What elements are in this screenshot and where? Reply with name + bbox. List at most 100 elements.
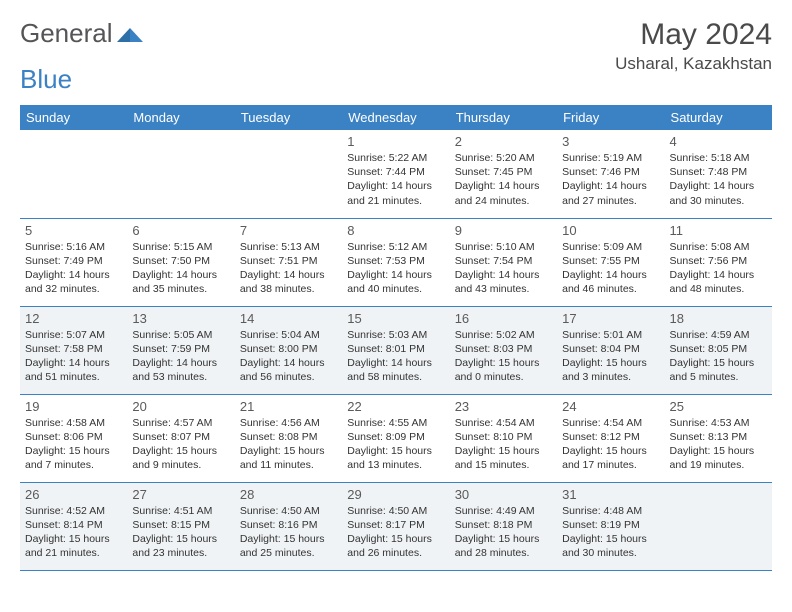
- calendar-cell: 16Sunrise: 5:02 AMSunset: 8:03 PMDayligh…: [450, 306, 557, 394]
- calendar-cell: 29 Sunrise: 4:50 AMSunset: 8:17 PMDayligh…: [342, 482, 449, 570]
- day-number: 9: [455, 223, 552, 238]
- day-number: 7: [240, 223, 337, 238]
- calendar-cell: 7 Sunrise: 5:13 AMSunset: 7:51 PMDaylight…: [235, 218, 342, 306]
- logo-mark-icon: [117, 24, 143, 44]
- sun-info: Sunrise: 5:20 AMSunset: 7:45 PMDaylight:…: [455, 151, 552, 208]
- sun-info: Sunrise: 5:08 AMSunset: 7:56 PMDaylight:…: [670, 240, 767, 297]
- day-number: 16: [455, 311, 552, 326]
- sun-info: Sunrise: 5:05 AMSunset: 7:59 PMDaylight:…: [132, 328, 229, 385]
- logo: General: [20, 18, 143, 49]
- sun-info: Sunrise: 5:04 AMSunset: 8:00 PMDaylight:…: [240, 328, 337, 385]
- sun-info: Sunrise: 5:15 AMSunset: 7:50 PMDaylight:…: [132, 240, 229, 297]
- sun-info: Sunrise: 5:18 AMSunset: 7:48 PMDaylight:…: [670, 151, 767, 208]
- sun-info: Sunrise: 5:09 AMSunset: 7:55 PMDaylight:…: [562, 240, 659, 297]
- sun-info: Sunrise: 4:54 AMSunset: 8:12 PMDaylight:…: [562, 416, 659, 473]
- day-number: 2: [455, 134, 552, 149]
- calendar-cell: [20, 130, 127, 218]
- calendar-cell: 15Sunrise: 5:03 AMSunset: 8:01 PMDayligh…: [342, 306, 449, 394]
- weekday-header: Friday: [557, 105, 664, 130]
- month-title: May 2024: [615, 18, 772, 52]
- sun-info: Sunrise: 5:16 AMSunset: 7:49 PMDaylight:…: [25, 240, 122, 297]
- calendar-body: 1 Sunrise: 5:22 AMSunset: 7:44 PMDaylight…: [20, 130, 772, 570]
- calendar-cell: 18Sunrise: 4:59 AMSunset: 8:05 PMDayligh…: [665, 306, 772, 394]
- day-number: 6: [132, 223, 229, 238]
- sun-info: Sunrise: 4:53 AMSunset: 8:13 PMDaylight:…: [670, 416, 767, 473]
- calendar-cell: 19 Sunrise: 4:58 AMSunset: 8:06 PMDayligh…: [20, 394, 127, 482]
- calendar-cell: 1 Sunrise: 5:22 AMSunset: 7:44 PMDaylight…: [342, 130, 449, 218]
- sun-info: Sunrise: 4:55 AMSunset: 8:09 PMDaylight:…: [347, 416, 444, 473]
- day-number: 1: [347, 134, 444, 149]
- calendar-cell: 31Sunrise: 4:48 AMSunset: 8:19 PMDayligh…: [557, 482, 664, 570]
- sun-info: Sunrise: 5:03 AMSunset: 8:01 PMDaylight:…: [347, 328, 444, 385]
- day-number: 4: [670, 134, 767, 149]
- calendar-cell: 21Sunrise: 4:56 AMSunset: 8:08 PMDayligh…: [235, 394, 342, 482]
- calendar-cell: 22Sunrise: 4:55 AMSunset: 8:09 PMDayligh…: [342, 394, 449, 482]
- calendar-cell: [235, 130, 342, 218]
- weekday-header: Monday: [127, 105, 234, 130]
- sun-info: Sunrise: 5:22 AMSunset: 7:44 PMDaylight:…: [347, 151, 444, 208]
- calendar-cell: 20 Sunrise: 4:57 AMSunset: 8:07 PMDayligh…: [127, 394, 234, 482]
- day-number: 26: [25, 487, 122, 502]
- calendar-cell: 9 Sunrise: 5:10 AMSunset: 7:54 PMDaylight…: [450, 218, 557, 306]
- weekday-header: Wednesday: [342, 105, 449, 130]
- sun-info: Sunrise: 5:01 AMSunset: 8:04 PMDaylight:…: [562, 328, 659, 385]
- sun-info: Sunrise: 4:58 AMSunset: 8:06 PMDaylight:…: [25, 416, 122, 473]
- day-number: 11: [670, 223, 767, 238]
- calendar-table: SundayMondayTuesdayWednesdayThursdayFrid…: [20, 105, 772, 571]
- sun-info: Sunrise: 4:56 AMSunset: 8:08 PMDaylight:…: [240, 416, 337, 473]
- sun-info: Sunrise: 4:49 AMSunset: 8:18 PMDaylight:…: [455, 504, 552, 561]
- day-number: 17: [562, 311, 659, 326]
- calendar-cell: 24 Sunrise: 4:54 AMSunset: 8:12 PMDayligh…: [557, 394, 664, 482]
- calendar-cell: 3 Sunrise: 5:19 AMSunset: 7:46 PMDaylight…: [557, 130, 664, 218]
- day-number: 25: [670, 399, 767, 414]
- day-number: 29: [347, 487, 444, 502]
- day-number: 14: [240, 311, 337, 326]
- calendar-cell: 26Sunrise: 4:52 AMSunset: 8:14 PMDayligh…: [20, 482, 127, 570]
- calendar-cell: 25 Sunrise: 4:53 AMSunset: 8:13 PMDayligh…: [665, 394, 772, 482]
- day-number: 5: [25, 223, 122, 238]
- day-number: 30: [455, 487, 552, 502]
- logo-text-blue: Blue: [20, 64, 72, 94]
- sun-info: Sunrise: 4:54 AMSunset: 8:10 PMDaylight:…: [455, 416, 552, 473]
- weekday-header: Saturday: [665, 105, 772, 130]
- calendar-cell: 10 Sunrise: 5:09 AMSunset: 7:55 PMDayligh…: [557, 218, 664, 306]
- day-number: 8: [347, 223, 444, 238]
- logo-text-general: General: [20, 18, 113, 49]
- day-number: 23: [455, 399, 552, 414]
- calendar-row: 5 Sunrise: 5:16 AMSunset: 7:49 PMDaylight…: [20, 218, 772, 306]
- calendar-cell: 27 Sunrise: 4:51 AMSunset: 8:15 PMDayligh…: [127, 482, 234, 570]
- calendar-cell: 11 Sunrise: 5:08 AMSunset: 7:56 PMDayligh…: [665, 218, 772, 306]
- sun-info: Sunrise: 5:12 AMSunset: 7:53 PMDaylight:…: [347, 240, 444, 297]
- day-number: 28: [240, 487, 337, 502]
- sun-info: Sunrise: 4:59 AMSunset: 8:05 PMDaylight:…: [670, 328, 767, 385]
- weekday-header-row: SundayMondayTuesdayWednesdayThursdayFrid…: [20, 105, 772, 130]
- sun-info: Sunrise: 5:19 AMSunset: 7:46 PMDaylight:…: [562, 151, 659, 208]
- sun-info: Sunrise: 4:50 AMSunset: 8:17 PMDaylight:…: [347, 504, 444, 561]
- day-number: 24: [562, 399, 659, 414]
- calendar-row: 26Sunrise: 4:52 AMSunset: 8:14 PMDayligh…: [20, 482, 772, 570]
- calendar-cell: 6 Sunrise: 5:15 AMSunset: 7:50 PMDaylight…: [127, 218, 234, 306]
- calendar-cell: 30 Sunrise: 4:49 AMSunset: 8:18 PMDayligh…: [450, 482, 557, 570]
- sun-info: Sunrise: 4:50 AMSunset: 8:16 PMDaylight:…: [240, 504, 337, 561]
- weekday-header: Sunday: [20, 105, 127, 130]
- calendar-cell: 2 Sunrise: 5:20 AMSunset: 7:45 PMDaylight…: [450, 130, 557, 218]
- sun-info: Sunrise: 5:10 AMSunset: 7:54 PMDaylight:…: [455, 240, 552, 297]
- day-number: 10: [562, 223, 659, 238]
- calendar-cell: 28 Sunrise: 4:50 AMSunset: 8:16 PMDayligh…: [235, 482, 342, 570]
- calendar-cell: 13Sunrise: 5:05 AMSunset: 7:59 PMDayligh…: [127, 306, 234, 394]
- calendar-cell: 23 Sunrise: 4:54 AMSunset: 8:10 PMDayligh…: [450, 394, 557, 482]
- day-number: 27: [132, 487, 229, 502]
- calendar-cell: [127, 130, 234, 218]
- sun-info: Sunrise: 5:13 AMSunset: 7:51 PMDaylight:…: [240, 240, 337, 297]
- calendar-cell: 5 Sunrise: 5:16 AMSunset: 7:49 PMDaylight…: [20, 218, 127, 306]
- sun-info: Sunrise: 4:57 AMSunset: 8:07 PMDaylight:…: [132, 416, 229, 473]
- calendar-row: 1 Sunrise: 5:22 AMSunset: 7:44 PMDaylight…: [20, 130, 772, 218]
- day-number: 3: [562, 134, 659, 149]
- calendar-cell: [665, 482, 772, 570]
- calendar-cell: 12Sunrise: 5:07 AMSunset: 7:58 PMDayligh…: [20, 306, 127, 394]
- day-number: 12: [25, 311, 122, 326]
- day-number: 20: [132, 399, 229, 414]
- day-number: 19: [25, 399, 122, 414]
- weekday-header: Thursday: [450, 105, 557, 130]
- sun-info: Sunrise: 4:51 AMSunset: 8:15 PMDaylight:…: [132, 504, 229, 561]
